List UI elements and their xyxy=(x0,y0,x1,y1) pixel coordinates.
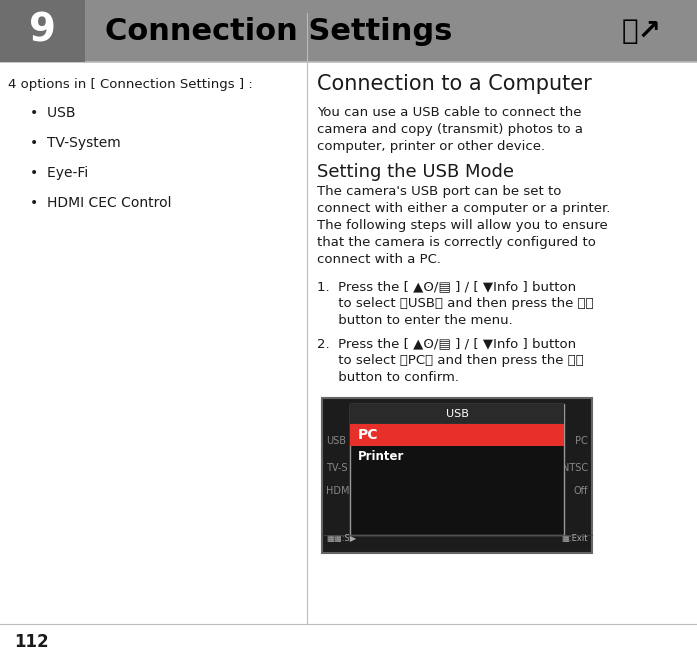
Bar xyxy=(0,0,85,62)
Text: •  TV-System: • TV-System xyxy=(30,136,121,150)
Text: The following steps will allow you to ensure: The following steps will allow you to en… xyxy=(317,219,608,232)
Text: NTSC: NTSC xyxy=(562,463,588,473)
Bar xyxy=(350,404,564,535)
Text: that the camera is correctly configured to: that the camera is correctly configured … xyxy=(317,236,596,249)
Text: button to enter the menu.: button to enter the menu. xyxy=(317,314,513,327)
Text: 9: 9 xyxy=(29,12,56,50)
Text: The camera's USB port can be set to: The camera's USB port can be set to xyxy=(317,185,561,198)
Text: ▦:Exit: ▦:Exit xyxy=(562,535,588,544)
Text: to select 『USB』 and then press the ⓄⓄ: to select 『USB』 and then press the ⓄⓄ xyxy=(317,297,594,310)
Text: You can use a USB cable to connect the: You can use a USB cable to connect the xyxy=(317,106,581,119)
Text: •  HDMI CEC Control: • HDMI CEC Control xyxy=(30,196,171,210)
Text: PC: PC xyxy=(358,428,378,442)
Text: TV-S: TV-S xyxy=(326,463,348,473)
Bar xyxy=(322,398,592,553)
Text: computer, printer or other device.: computer, printer or other device. xyxy=(317,140,545,153)
Text: Printer: Printer xyxy=(358,451,404,464)
Text: USB: USB xyxy=(445,409,468,419)
Text: Setting the USB Mode: Setting the USB Mode xyxy=(317,163,514,181)
Text: 1.  Press the [ ▲ʘ/▤ ] / [ ▼Info ] button: 1. Press the [ ▲ʘ/▤ ] / [ ▼Info ] button xyxy=(317,280,576,293)
Text: 4 options in [ Connection Settings ] :: 4 options in [ Connection Settings ] : xyxy=(8,78,253,91)
Text: 2.  Press the [ ▲ʘ/▤ ] / [ ▼Info ] button: 2. Press the [ ▲ʘ/▤ ] / [ ▼Info ] button xyxy=(317,337,576,350)
Text: HDMI: HDMI xyxy=(326,486,353,496)
Text: button to confirm.: button to confirm. xyxy=(317,371,459,384)
Text: Off: Off xyxy=(574,486,588,496)
Text: connect with either a computer or a printer.: connect with either a computer or a prin… xyxy=(317,202,611,215)
Text: Connection Settings: Connection Settings xyxy=(105,16,452,46)
Bar xyxy=(350,404,564,424)
Text: connect with a PC.: connect with a PC. xyxy=(317,253,441,266)
Text: •  Eye-Fi: • Eye-Fi xyxy=(30,166,89,180)
Text: 112: 112 xyxy=(14,633,49,651)
Text: to select 『PC』 and then press the ⓄⓄ: to select 『PC』 and then press the ⓄⓄ xyxy=(317,354,584,367)
Bar xyxy=(350,424,564,446)
Text: Connection to a Computer: Connection to a Computer xyxy=(317,74,592,94)
Text: USB: USB xyxy=(326,436,346,447)
Text: camera and copy (transmit) photos to a: camera and copy (transmit) photos to a xyxy=(317,123,583,136)
Text: PC: PC xyxy=(575,436,588,447)
Text: ⤷↗: ⤷↗ xyxy=(622,17,662,45)
Text: •  USB: • USB xyxy=(30,106,75,120)
Bar xyxy=(0,0,697,62)
Text: ▦▦:S▶: ▦▦:S▶ xyxy=(326,535,356,544)
